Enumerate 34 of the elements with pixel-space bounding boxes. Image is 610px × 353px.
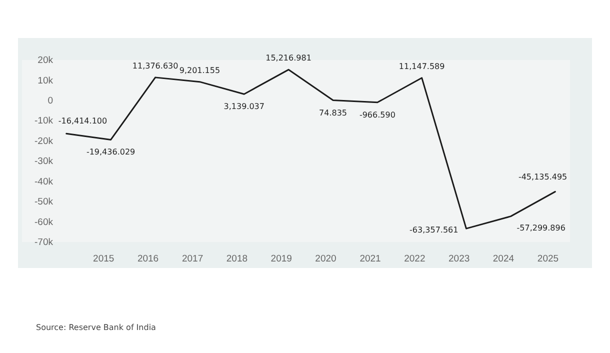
y-tick-label: 10k bbox=[38, 75, 54, 86]
data-label: -57,299.896 bbox=[516, 223, 566, 232]
y-tick-label: -50k bbox=[34, 196, 54, 208]
data-label: -19,436.029 bbox=[86, 148, 136, 157]
x-tick-label: 2023 bbox=[448, 254, 470, 265]
x-tick-label: 2018 bbox=[226, 254, 248, 265]
x-tick-label: 2015 bbox=[93, 254, 114, 265]
y-tick-label: -30k bbox=[34, 156, 54, 168]
source-note: Source: Reserve Bank of India bbox=[36, 323, 156, 332]
data-label: 3,139.037 bbox=[224, 102, 264, 112]
y-tick-label: 20k bbox=[38, 55, 54, 66]
data-label: -966.590 bbox=[359, 110, 396, 120]
y-tick-label: -60k bbox=[34, 216, 54, 228]
x-tick-label: 2022 bbox=[404, 254, 426, 265]
data-label: 11,376.630 bbox=[132, 61, 178, 70]
x-tick-label: 2025 bbox=[537, 254, 559, 265]
x-tick-label: 2020 bbox=[315, 254, 336, 265]
x-tick-label: 2024 bbox=[492, 254, 514, 265]
x-tick-label: 2019 bbox=[270, 254, 292, 265]
data-label: -16,414.100 bbox=[58, 116, 108, 126]
y-tick-label: -20k bbox=[34, 136, 54, 147]
x-tick-label: 2016 bbox=[137, 254, 159, 265]
data-label: 9,201.155 bbox=[179, 66, 220, 75]
data-label: 11,147.589 bbox=[398, 62, 445, 71]
x-tick-label: 2017 bbox=[182, 254, 204, 265]
y-tick-label: 0 bbox=[48, 95, 53, 106]
data-label: -45,135.495 bbox=[518, 172, 568, 182]
y-tick-label: -70k bbox=[34, 237, 54, 248]
data-label: 74.835 bbox=[319, 108, 348, 118]
data-label: 15,216.981 bbox=[266, 54, 312, 63]
data-label: -63,357.561 bbox=[410, 226, 458, 235]
y-tick-label: -40k bbox=[34, 176, 54, 188]
y-tick-label: -10k bbox=[34, 116, 54, 127]
x-tick-label: 2021 bbox=[360, 254, 381, 265]
